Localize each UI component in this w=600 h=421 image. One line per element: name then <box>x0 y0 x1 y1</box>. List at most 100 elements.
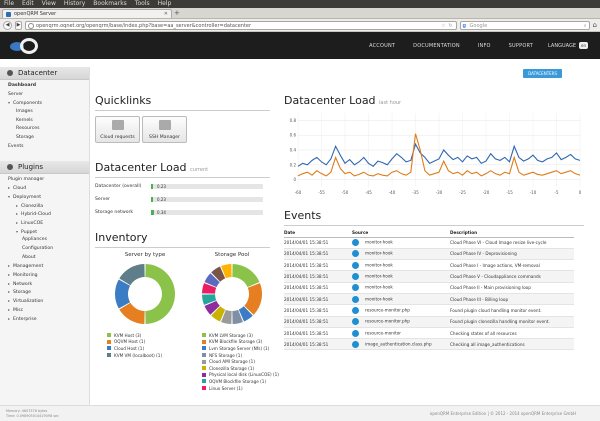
nav-support[interactable]: SUPPORT <box>508 42 534 49</box>
menu-file[interactable]: File <box>4 0 15 7</box>
menu-help[interactable]: Help <box>157 0 172 7</box>
event-date: 2014/04/01 15:38:51 <box>284 327 352 340</box>
donut-slice <box>145 264 176 324</box>
legend-swatch <box>202 366 206 371</box>
y-tick-label: 0 <box>293 177 296 182</box>
nav-documentation[interactable]: DOCUMENTATION <box>413 42 460 49</box>
nav-account[interactable]: ACCOUNT <box>369 42 396 49</box>
home-icon[interactable]: ⌂ <box>592 21 597 29</box>
bookmark-star-icon[interactable]: ☆ <box>441 22 446 29</box>
google-icon: g <box>462 22 467 29</box>
quicklink-ssh-manager-button[interactable]: SSH Manager <box>142 116 187 143</box>
sidebar-item-plugin-manager[interactable]: Plugin manager <box>8 176 89 185</box>
sidebar: Datacenter Dashboard Server ▾ Components Ima… <box>0 67 90 405</box>
sidebar-item-appliances[interactable]: Appliances <box>8 236 89 245</box>
event-date: 2014/04/01 15:38:51 <box>284 248 352 261</box>
menu-bookmarks[interactable]: Bookmarks <box>93 0 127 7</box>
legend-swatch <box>202 386 206 391</box>
datacenters-button[interactable]: DATACENTERS <box>523 69 562 78</box>
sidebar-item-virtualization[interactable]: ▸ Virtualization <box>8 297 89 306</box>
new-tab-button[interactable]: + <box>174 9 180 17</box>
donut-slice <box>204 300 220 315</box>
table-row[interactable]: 2014/04/01 15:38:51 monitor-hook Cloud Pha… <box>284 282 574 294</box>
events-title: Events <box>284 209 322 222</box>
menu-tools[interactable]: Tools <box>134 0 150 7</box>
sidebar-item-misc[interactable]: ▸ Misc <box>8 306 89 315</box>
sidebar-item-management[interactable]: ▸ Management <box>8 262 89 271</box>
sidebar-item-enterprise[interactable]: ▸ Enterprise <box>8 315 89 324</box>
events-header-source[interactable]: Source <box>352 228 450 238</box>
url-bar[interactable]: openqrm.oqnet.org/openqrm/base/index.php… <box>25 20 457 30</box>
table-row[interactable]: 2014/04/01 15:38:51 monitor-hook Cloud Pha… <box>284 293 574 306</box>
load-label: Datacenter (overall) <box>95 184 142 189</box>
legend-item: Lvm Storage Server (Nfs) (1) <box>202 345 279 352</box>
menu-history[interactable]: History <box>63 0 86 7</box>
donut-slice <box>211 266 226 282</box>
sidebar-item-cloud[interactable]: ▸ Cloud <box>8 184 89 193</box>
legend-label: Physical local disk (LinuxCOE) (1) <box>209 372 279 378</box>
sidebar-item-storage[interactable]: Storage <box>8 134 89 143</box>
sidebar-item-kernels[interactable]: Kernels <box>8 117 89 126</box>
menu-view[interactable]: View <box>41 0 56 7</box>
sidebar-item-configuration[interactable]: Configuration <box>8 245 89 254</box>
browser-tab[interactable]: openQRM Server ✕ <box>2 9 172 18</box>
search-placeholder: Google <box>469 22 488 29</box>
sidebar-item-dashboard[interactable]: Dashboard <box>8 82 89 91</box>
nav-info[interactable]: INFO <box>477 42 491 49</box>
table-row[interactable]: 2014/04/01 15:38:51 resource-monitor.php F… <box>284 304 574 317</box>
search-input[interactable]: g Google ⌕ <box>459 20 590 30</box>
event-source: monitor-hook <box>365 296 393 302</box>
back-button[interactable]: ◀ <box>3 20 12 30</box>
table-row[interactable]: 2014/04/01 15:38:51 monitor-hook Cloud Pha… <box>284 248 574 261</box>
event-description: Cloud Phase VI - Cloud Image resize live… <box>450 237 574 249</box>
load-bar-fill <box>151 197 154 202</box>
sidebar-item-storage[interactable]: ▸ Storage <box>8 288 89 297</box>
sidebar-item-resources[interactable]: Resources <box>8 125 89 134</box>
table-row[interactable]: 2014/04/01 15:38:51 monitor-hook Cloud Pha… <box>284 270 574 283</box>
table-row[interactable]: 2014/04/01 15:38:51 image_authentication.… <box>284 338 574 351</box>
legend-item: KVM VM (localboot) (1) <box>107 352 162 359</box>
load-bar: 0.23 <box>151 184 263 189</box>
event-status-icon <box>352 250 359 258</box>
events-header-date[interactable]: Date <box>284 228 352 238</box>
search-icon[interactable]: ⌕ <box>583 22 587 29</box>
menu-edit[interactable]: Edit <box>22 0 34 7</box>
sidebar-item-images[interactable]: Images <box>8 108 89 117</box>
legend-swatch <box>107 339 111 344</box>
sidebar-item-server[interactable]: Server <box>8 91 89 100</box>
close-tab-icon[interactable]: ✕ <box>163 11 168 17</box>
legend-label: Linux Server (1) <box>209 385 243 391</box>
sidebar-item-about[interactable]: About <box>8 254 89 263</box>
sidebar-item-label: Enterprise <box>13 316 37 322</box>
table-row[interactable]: 2014/04/01 15:38:51 resource-monitor.php F… <box>284 316 574 328</box>
sidebar-datacenter-header[interactable]: Datacenter <box>0 67 89 80</box>
sidebar-item-label: About <box>22 254 36 260</box>
chevron-icon: ▸ <box>16 211 19 217</box>
load-line-chart: 0.80.60.40.20-60 -55 -50 -45 -40 -35 -30 -25 -20… <box>290 113 582 195</box>
language-select[interactable]: en <box>579 42 588 49</box>
event-source-cell: monitor-hook <box>352 259 450 272</box>
sidebar-item-label: Management <box>13 264 44 270</box>
sidebar-item-components[interactable]: ▾ Components <box>8 99 89 108</box>
sidebar-plugins-header[interactable]: Plugins <box>0 160 89 174</box>
sidebar-item-puppet[interactable]: ▾ Puppet <box>8 228 89 237</box>
forward-button[interactable]: ▶ <box>15 20 22 30</box>
table-row[interactable]: 2014/04/01 15:38:51 monitor-hook Cloud Pha… <box>284 259 574 272</box>
event-description: Checking states of all resources <box>450 327 574 340</box>
quicklink-cloud-requests-button[interactable]: Cloud requests <box>95 116 140 143</box>
favicon-icon <box>6 11 11 17</box>
reload-icon[interactable]: ↻ <box>448 22 453 29</box>
events-header-description[interactable]: Description <box>450 228 574 238</box>
sidebar-item-events[interactable]: Events <box>8 143 89 152</box>
sidebar-item-hybrid-cloud[interactable]: ▸ Hybrid-Cloud <box>8 210 89 219</box>
sidebar-item-network[interactable]: ▸ Network <box>8 280 89 289</box>
sidebar-item-linuxcoe[interactable]: ▸ LinuxCOE <box>8 219 89 228</box>
event-source-cell: monitor-hook <box>352 270 450 283</box>
sidebar-item-label: Cloud <box>13 186 27 192</box>
sidebar-item-deployment[interactable]: ▾ Deployment <box>8 193 89 202</box>
openqrm-logo[interactable] <box>10 36 46 56</box>
table-row[interactable]: 2014/04/01 15:38:51 monitor-hook Cloud Pha… <box>284 237 574 249</box>
sidebar-item-clonezilla[interactable]: ▸ Clonezilla <box>8 202 89 211</box>
table-row[interactable]: 2014/04/01 15:38:51 resource-monitor Check… <box>284 327 574 340</box>
sidebar-item-monitoring[interactable]: ▸ Monitoring <box>8 271 89 280</box>
